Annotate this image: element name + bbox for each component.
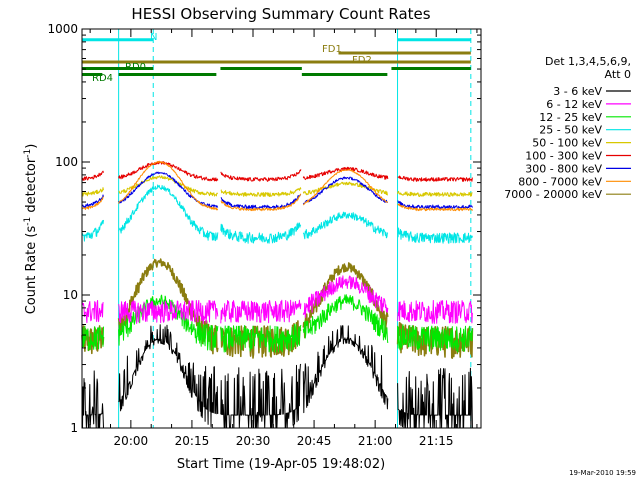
axis-ticks: 20:00 20:15 20:30 20:45 21:00 21:15 1 10 100 1000 [47, 22, 481, 448]
y-axis-label-sup1: -1 [23, 217, 33, 226]
legend-label-300-800-kev: 300 - 800 keV [525, 162, 602, 175]
series-line-6-12-kev [81, 275, 473, 324]
x-axis-label: Start Time (19-Apr-05 19:48:02) [177, 457, 385, 472]
legend-label-800-7000-kev: 800 - 7000 keV [518, 175, 602, 188]
legend-label-50-100-kev: 50 - 100 keV [532, 137, 602, 150]
series-line-3-6-kev [81, 324, 473, 429]
y-tick-label-4: 1000 [47, 22, 78, 36]
legend-label-6-12-kev: 6 - 12 keV [546, 98, 602, 111]
x-tick-label-5: 21:00 [358, 434, 393, 448]
y-tick-label-2: 10 [63, 288, 78, 302]
x-tick-label-3: 20:30 [236, 434, 271, 448]
x-tick-label-6: 21:15 [419, 434, 454, 448]
bar-label-rd4: RD4 [92, 73, 113, 84]
y-tick-label-1: 1 [70, 421, 78, 435]
timestamp: 19-Mar-2010 19:59 [569, 469, 636, 477]
x-tick-label-4: 20:45 [297, 434, 332, 448]
series-line-300-800-kev [81, 171, 473, 210]
legend-header-line-1: Det 1,3,4,5,6,9, [545, 55, 631, 68]
x-tick-label-1: 20:00 [114, 434, 149, 448]
series-line-800-7000-kev [81, 161, 473, 212]
legend-header-line-2: Att 0 [605, 68, 631, 81]
plot-frame [81, 28, 482, 429]
legend-label-12-25-kev: 12 - 25 keV [539, 111, 602, 124]
legend-label-3-6-kev: 3 - 6 keV [553, 85, 602, 98]
series-line-100-300-kev [81, 160, 473, 182]
y-tick-label-3: 100 [55, 155, 78, 169]
legend-label-7000-20000-kev: 7000 - 20000 keV [504, 188, 602, 201]
x-tick-label-2: 20:15 [175, 434, 210, 448]
bar-label-rd0: RD0 [125, 62, 146, 73]
y-axis-label: Count Rate (s-1 detector-1) [23, 144, 39, 315]
observing-bars: N FD1 FD2 RD0 RD4 [82, 32, 471, 84]
y-axis-label-mid: detector [24, 157, 39, 217]
y-axis-label-sup2: -1 [23, 149, 33, 158]
y-axis-label-main: Count Rate (s [24, 226, 39, 315]
series-line-12-25-kev [81, 294, 473, 353]
plot-area [118, 29, 472, 428]
legend-label-100-300-kev: 100 - 300 keV [525, 150, 602, 163]
series-lines [81, 160, 474, 429]
chart-title: HESSI Observing Summary Count Rates [131, 5, 430, 23]
bar-label-fd2: FD2 [352, 55, 372, 66]
legend-label-25-50-kev: 25 - 50 keV [539, 124, 602, 137]
bar-label-n: N [150, 32, 157, 43]
series-line-25-50-kev [81, 184, 473, 244]
series-line-50-100-kev [81, 175, 473, 197]
bar-label-fd1: FD1 [322, 44, 342, 55]
y-axis-label-end: ) [24, 144, 39, 149]
